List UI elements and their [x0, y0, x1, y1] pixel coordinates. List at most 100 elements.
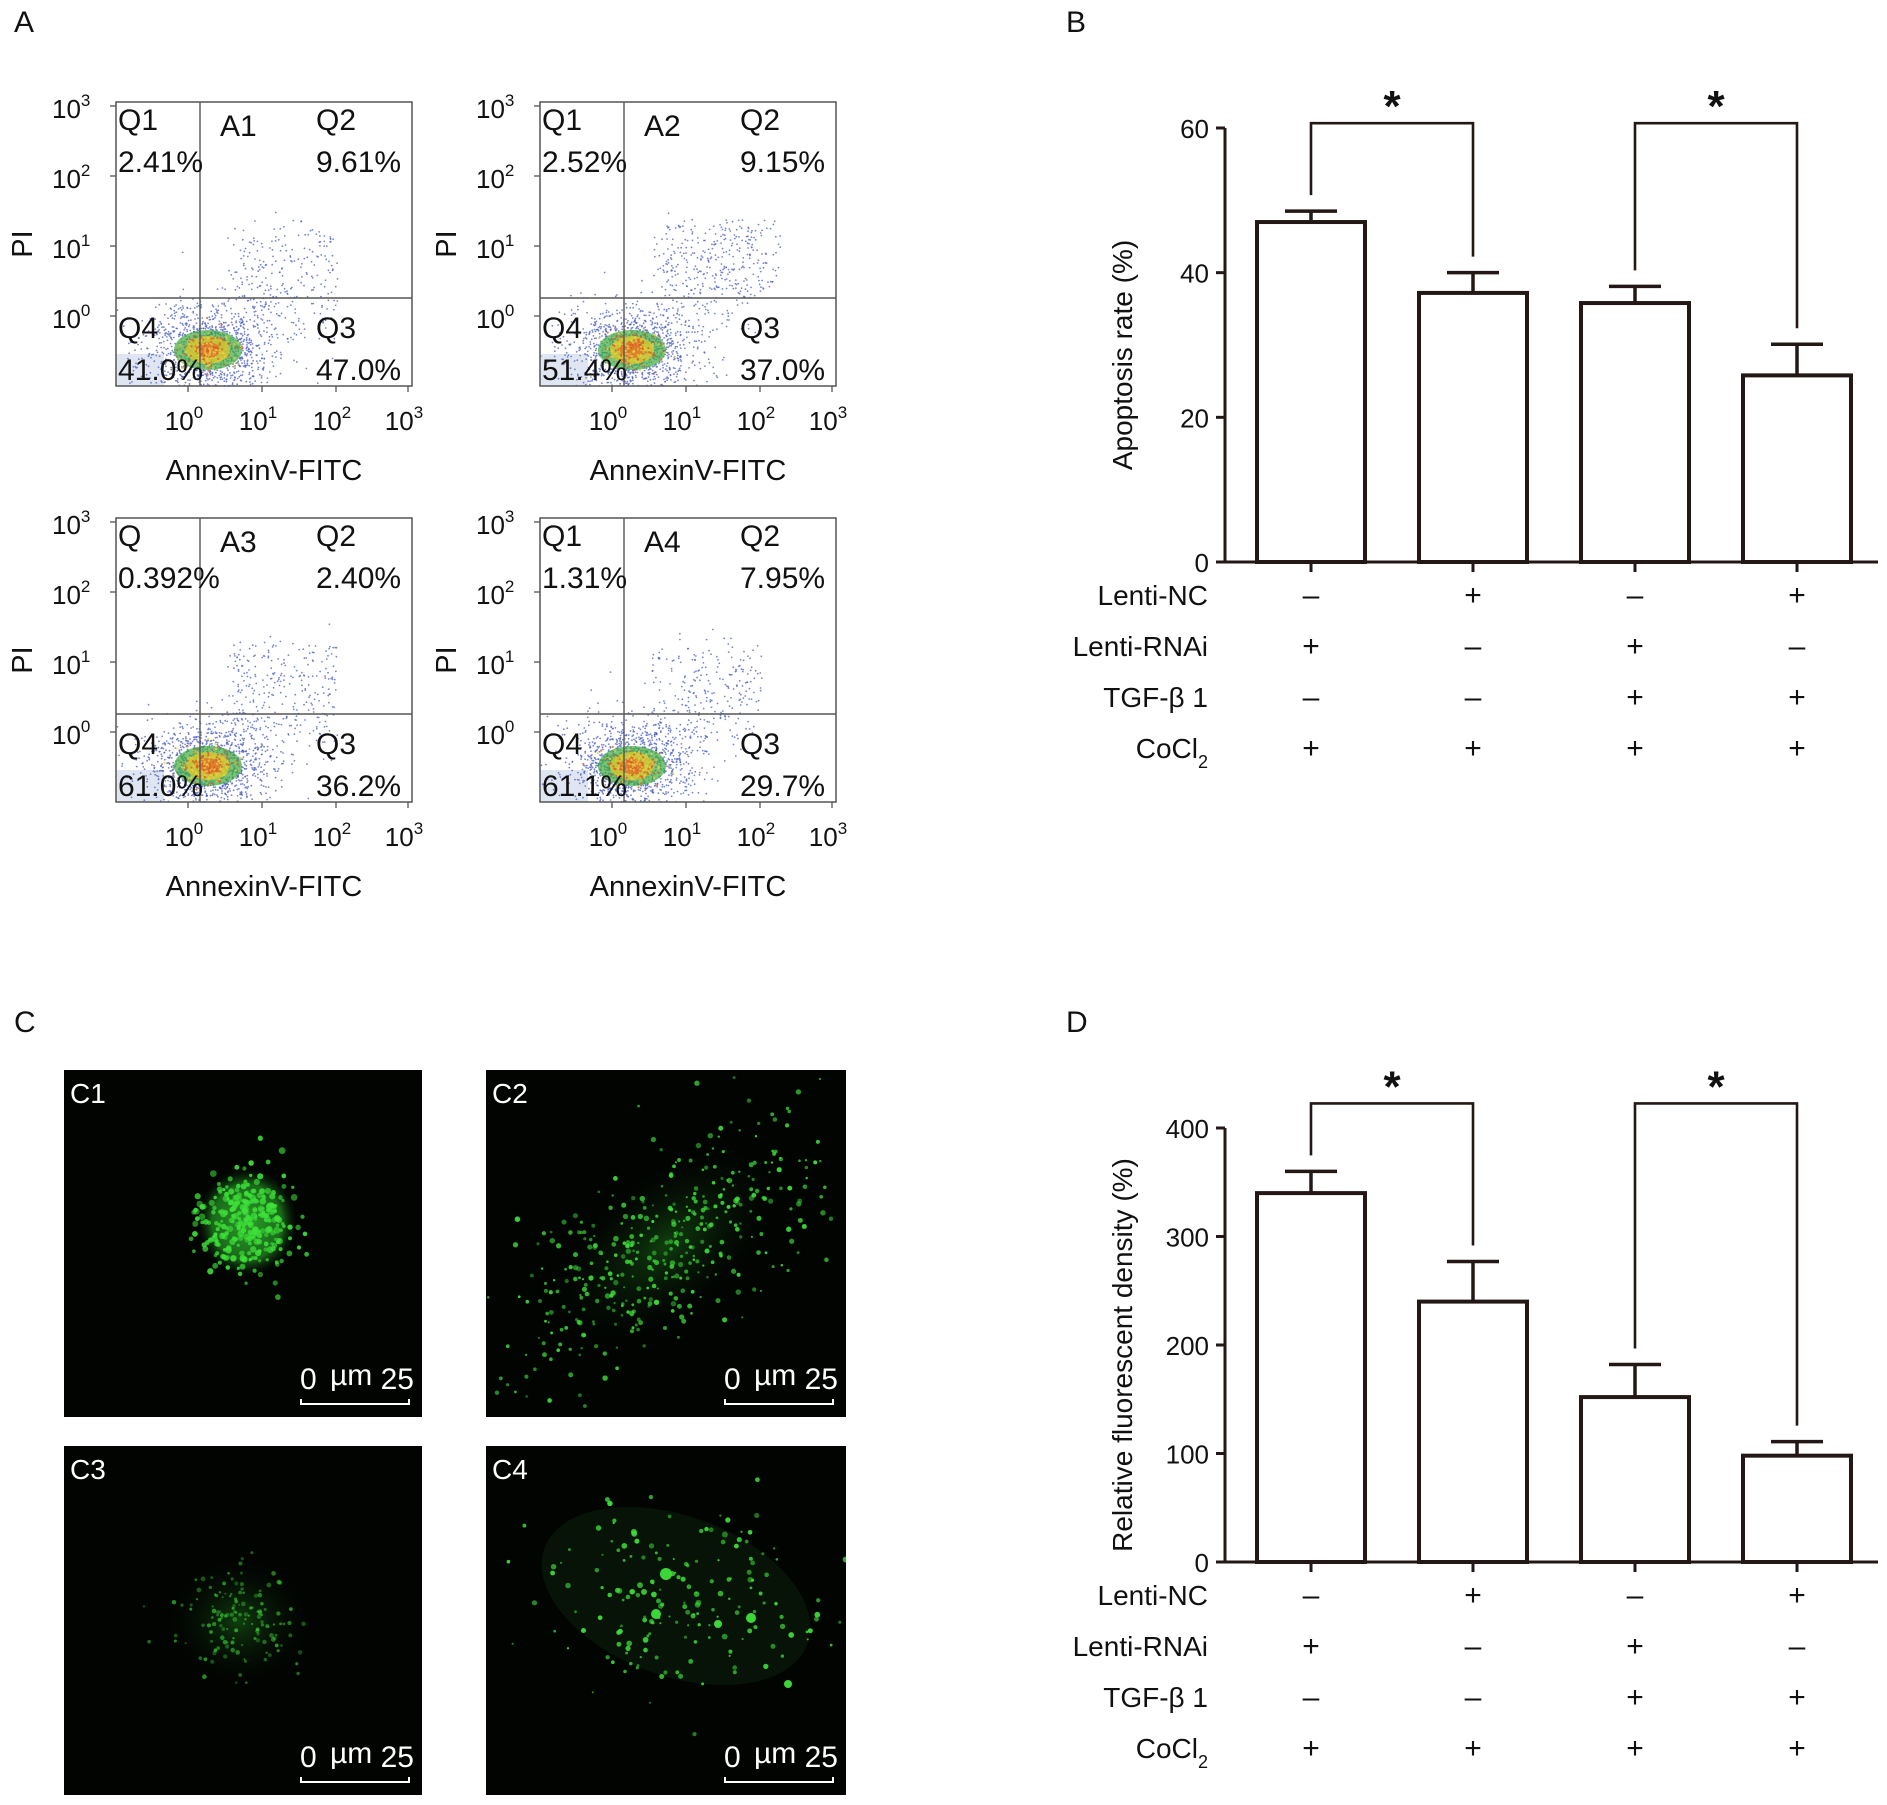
fluorescent-puncta: [780, 1263, 784, 1267]
fluorescent-puncta: [578, 1353, 582, 1357]
fluorescent-puncta: [225, 1265, 231, 1270]
scale-unit: µm: [754, 1737, 797, 1770]
fluorescent-puncta: [597, 1190, 601, 1194]
fluorescent-puncta: [707, 1636, 711, 1639]
fluorescent-puncta: [549, 1357, 553, 1362]
plot-name: A4: [644, 526, 681, 559]
fluorescent-puncta: [544, 1319, 547, 1323]
fluorescent-puncta: [575, 1318, 579, 1322]
fluorescent-puncta: [203, 1219, 209, 1225]
fluorescent-puncta: [779, 1186, 783, 1191]
fluorescent-puncta: [715, 1216, 719, 1220]
fluorescent-puncta: [804, 1165, 809, 1170]
fluorescent-puncta: [728, 1654, 731, 1657]
fluorescent-puncta: [591, 1691, 594, 1694]
fluorescent-puncta: [212, 1651, 217, 1656]
fluorescent-puncta: [604, 1497, 610, 1502]
micrograph-label: C3: [70, 1454, 106, 1485]
fluorescent-puncta: [700, 1215, 704, 1220]
fluorescent-puncta: [239, 1263, 246, 1270]
fluorescent-puncta: [248, 1160, 254, 1166]
fluorescent-puncta: [241, 1224, 246, 1229]
fluorescent-puncta: [670, 1309, 675, 1313]
fluorescent-puncta: [198, 1213, 206, 1221]
fluorescent-puncta: [249, 1173, 253, 1178]
fluorescent-puncta: [629, 1661, 633, 1666]
fluorescent-puncta: [747, 1628, 753, 1634]
x-tick-label: 103: [385, 403, 423, 436]
quadrant-ur-label: Q2: [316, 520, 356, 553]
fluorescent-puncta: [609, 1293, 614, 1298]
fluorescent-puncta: [829, 1643, 833, 1647]
fluorescent-puncta: [641, 1200, 645, 1204]
fluorescent-puncta: [801, 1223, 807, 1230]
fluorescent-puncta: [568, 1347, 572, 1351]
bar: [1417, 1299, 1529, 1564]
fluorescent-puncta: [594, 1567, 600, 1573]
fluorescent-puncta: [257, 1271, 263, 1278]
fluorescent-puncta: [275, 1223, 280, 1228]
fluorescent-puncta: [250, 1256, 255, 1260]
x-tick-label: 102: [313, 819, 351, 852]
fluorescent-puncta: [719, 1514, 722, 1517]
fluorescent-puncta: [711, 1181, 716, 1185]
fluorescent-puncta: [789, 1207, 793, 1211]
fluorescent-puncta: [631, 1275, 634, 1278]
fluorescent-puncta: [281, 1173, 287, 1179]
condition-label: CoCl2: [1136, 733, 1208, 772]
fluorescent-puncta: [577, 1320, 583, 1326]
fluorescent-puncta: [216, 1242, 221, 1247]
fluorescent-puncta: [739, 1222, 742, 1225]
fluorescent-puncta: [616, 1588, 623, 1594]
fluorescent-puncta: [230, 1577, 234, 1581]
fluorescent-puncta: [613, 1301, 616, 1305]
fluorescent-puncta: [291, 1185, 295, 1189]
fluorescent-puncta: [805, 1176, 808, 1180]
fluorescent-puncta: [513, 1390, 517, 1394]
significance-star: *: [1383, 1062, 1401, 1111]
fluorescent-puncta: [662, 1325, 668, 1331]
fluorescent-puncta: [234, 1164, 240, 1170]
fluorescent-puncta: [678, 1261, 684, 1268]
fluorescent-puncta: [538, 1299, 542, 1303]
fluorescent-puncta: [684, 1269, 689, 1274]
fluorescent-puncta: [267, 1653, 272, 1657]
fluorescent-puncta: [669, 1247, 673, 1251]
fluorescent-puncta: [709, 1579, 714, 1584]
fluorescent-puncta: [208, 1585, 213, 1590]
fluorescent-puncta: [244, 1191, 249, 1195]
fluorescent-puncta: [189, 1607, 193, 1611]
fluorescent-puncta: [652, 1259, 655, 1263]
fluorescent-puncta: [734, 1610, 740, 1615]
y-tick-label: 102: [476, 161, 514, 194]
fluorescent-puncta: [740, 1530, 743, 1533]
fluorescent-puncta: [238, 1603, 241, 1606]
significance-bracket: [1309, 121, 1475, 257]
fluorescent-puncta: [602, 1351, 608, 1356]
quadrant-ul-percent: 2.41%: [118, 146, 203, 179]
fluorescent-puncta: [234, 1187, 240, 1193]
fluorescent-puncta: [211, 1605, 214, 1608]
fluorescent-puncta: [290, 1194, 298, 1201]
fluorescent-puncta: [253, 1178, 260, 1186]
fluorescent-puncta: [263, 1607, 267, 1611]
fluorescent-puncta: [267, 1625, 270, 1628]
fluorescent-puncta: [278, 1247, 283, 1252]
fluorescent-puncta: [636, 1317, 641, 1322]
x-tick-label: 103: [809, 403, 847, 436]
fluorescent-puncta: [823, 1185, 827, 1189]
fluorescent-puncta: [630, 1313, 634, 1317]
fluorescent-puncta: [683, 1601, 686, 1605]
fluorescent-puncta: [615, 1346, 619, 1349]
condition-sign: +: [1464, 579, 1482, 612]
flow-plot-a4: 103 102 101 100 100 101 102 103 AnnexinV-FITC PI Q…: [431, 507, 847, 903]
fluorescent-puncta: [630, 1226, 633, 1230]
fluorescent-puncta: [279, 1228, 283, 1232]
fluorescent-puncta: [688, 1158, 693, 1163]
fluorescent-puncta: [636, 1298, 642, 1304]
fluorescent-puncta: [739, 1235, 743, 1239]
quadrant-lr-label: Q3: [316, 728, 356, 761]
fluorescent-puncta: [762, 1601, 766, 1605]
fluorescent-puncta: [263, 1217, 268, 1223]
fluorescent-puncta: [772, 1151, 777, 1156]
